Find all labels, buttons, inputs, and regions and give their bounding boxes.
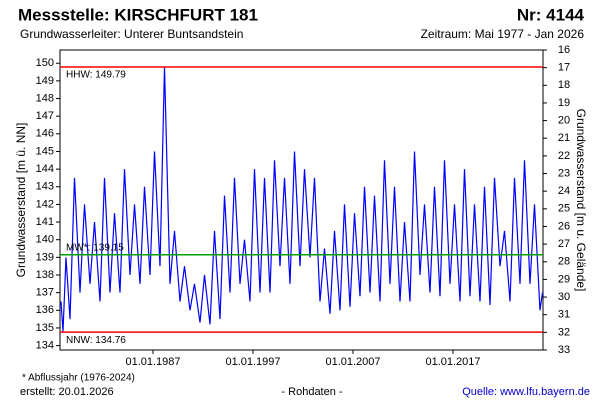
y-tick-label: 140 [36, 234, 54, 246]
y-tick-label: 135 [36, 322, 54, 334]
y2-tick-label: 19 [558, 97, 570, 109]
y2-tick-label: 32 [558, 326, 570, 338]
y2-tick-label: 33 [558, 344, 570, 356]
x-tick-label: 01.01.2017 [425, 356, 480, 368]
y2-tick-label: 18 [558, 79, 570, 91]
y2-tick-label: 24 [558, 185, 570, 197]
x-tick-label: 01.01.2007 [325, 356, 380, 368]
aquifer: Grundwasserleiter: Unterer Buntsandstein [20, 27, 243, 41]
y2-tick-label: 27 [558, 238, 570, 250]
station-number: Nr: 4144 [517, 5, 585, 24]
source: Quelle: www.lfu.bayern.de [462, 386, 590, 398]
y-tick-label: 148 [36, 92, 54, 104]
y2-tick-label: 26 [558, 220, 570, 232]
y2-tick-label: 29 [558, 273, 570, 285]
raw-data-note: - Rohdaten - [281, 386, 342, 398]
x-tick-label: 01.01.1987 [125, 356, 180, 368]
y-tick-label: 146 [36, 128, 54, 140]
y-tick-label: 144 [36, 163, 54, 175]
plot-area [59, 49, 544, 351]
y2-tick-label: 25 [558, 203, 570, 215]
y-tick-label: 145 [36, 145, 54, 157]
y2-tick-label: 20 [558, 114, 570, 126]
y2-tick-label: 22 [558, 150, 570, 162]
y-tick-label: 142 [36, 198, 54, 210]
y-tick-label: 143 [36, 181, 54, 193]
y2-tick-label: 30 [558, 291, 570, 303]
y-tick-label: 136 [36, 304, 54, 316]
x-tick-label: 01.01.1997 [225, 356, 280, 368]
y2-axis-label: Grundwasserstand [m u. Gelände] [574, 109, 588, 292]
reference-label: MW*: 139.15 [66, 242, 124, 253]
y2-tick-label: 31 [558, 309, 570, 321]
y2-tick-label: 21 [558, 132, 570, 144]
chart-title: Messstelle: KIRSCHFURT 181 [18, 5, 258, 24]
y-tick-label: 138 [36, 269, 54, 281]
y2-tick-label: 28 [558, 256, 570, 268]
reference-label: NNW: 134.76 [66, 335, 126, 346]
y-tick-label: 134 [36, 339, 54, 351]
footnote: * Abflussjahr (1976-2024) [22, 373, 135, 384]
y2-tick-label: 16 [558, 44, 570, 56]
created-date: erstellt: 20.01.2026 [20, 386, 114, 398]
water-level-line [60, 66, 544, 332]
y-tick-label: 150 [36, 57, 54, 69]
y-axis-label: Grundwasserstand [m ü. NN] [14, 123, 28, 278]
y-tick-label: 139 [36, 251, 54, 263]
y-tick-label: 141 [36, 216, 54, 228]
period: Zeitraum: Mai 1977 - Jan 2026 [421, 27, 585, 41]
y-tick-label: 147 [36, 110, 54, 122]
y2-tick-label: 17 [558, 62, 570, 74]
y2-tick-label: 23 [558, 167, 570, 179]
reference-label: HHW: 149.79 [66, 70, 126, 81]
y-tick-label: 137 [36, 287, 54, 299]
y-tick-label: 149 [36, 75, 54, 87]
